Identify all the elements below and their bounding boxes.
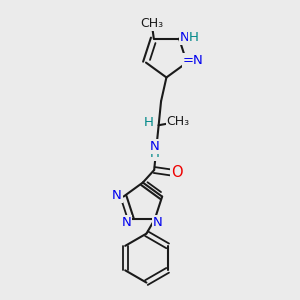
Text: H: H	[150, 147, 160, 160]
Text: N: N	[180, 31, 189, 44]
Text: H: H	[144, 116, 154, 129]
Text: O: O	[171, 165, 183, 180]
Text: CH₃: CH₃	[141, 16, 164, 29]
Text: N: N	[153, 216, 163, 230]
Text: N: N	[112, 189, 122, 202]
Text: H: H	[189, 31, 199, 44]
Text: =N: =N	[183, 54, 204, 67]
Text: CH₃: CH₃	[167, 115, 190, 128]
Text: N: N	[150, 140, 160, 153]
Text: N: N	[122, 216, 131, 229]
